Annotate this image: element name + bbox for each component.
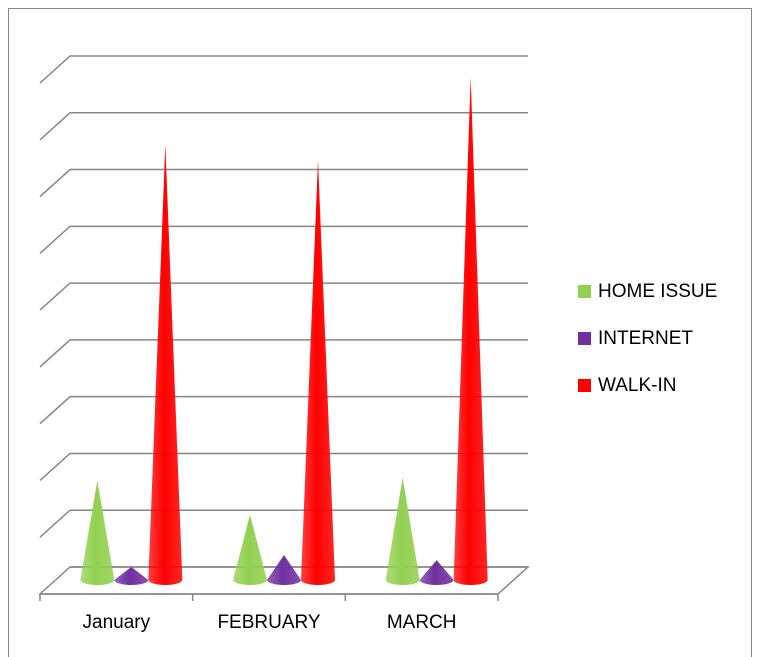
cone	[267, 555, 301, 585]
grid-line	[39, 225, 528, 254]
cone	[301, 159, 335, 585]
cone	[419, 560, 454, 585]
grid-line	[39, 112, 528, 141]
legend-label: HOME ISSUE	[598, 281, 717, 302]
cone	[80, 480, 115, 585]
cone	[385, 477, 420, 585]
grid-line	[39, 339, 528, 368]
legend-label: WALK-IN	[598, 375, 676, 396]
grid-line	[39, 55, 528, 84]
cone	[233, 514, 267, 585]
grid-line	[39, 395, 528, 425]
legend-swatch	[578, 285, 591, 298]
cone	[148, 144, 183, 585]
legend-swatch	[578, 379, 591, 392]
grid-line	[39, 282, 528, 311]
chart-border	[8, 8, 752, 657]
x-tick-label: FEBRUARY	[217, 612, 320, 633]
grid-line	[39, 168, 528, 198]
legend-label: INTERNET	[598, 328, 693, 349]
legend-swatch	[578, 332, 591, 345]
x-tick-label: MARCH	[387, 612, 457, 633]
grid-line	[39, 509, 528, 538]
grid-line	[39, 452, 528, 482]
cone	[114, 566, 149, 585]
x-tick-label: January	[83, 612, 151, 633]
cone	[453, 77, 488, 586]
